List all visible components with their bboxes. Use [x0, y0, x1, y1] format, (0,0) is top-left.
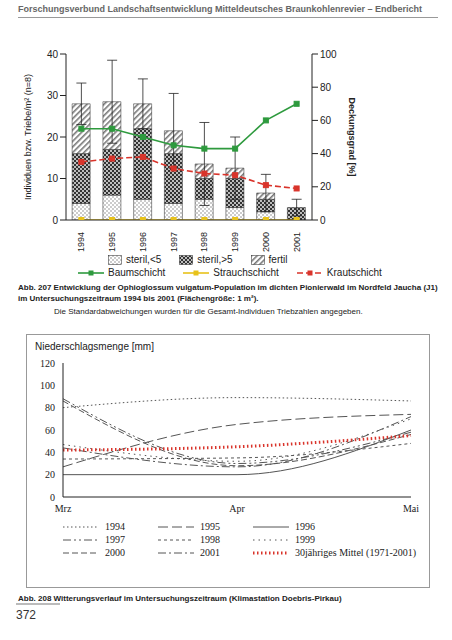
svg-text:100: 100	[320, 49, 337, 60]
svg-text:10: 10	[47, 173, 59, 184]
html-text:1999: 1999	[295, 534, 315, 545]
svg-text:Mai: Mai	[403, 503, 419, 514]
svg-text:120: 120	[40, 358, 55, 369]
svg-text:20: 20	[45, 469, 55, 480]
html-text:1995: 1995	[200, 521, 220, 532]
html-text:Forschungsverbund Landschaftse: Forschungsverbund Landschaftsentwicklung…	[18, 4, 423, 14]
svg-text:40: 40	[320, 148, 332, 159]
svg-text:2001: 2001	[292, 232, 302, 252]
svg-text:2000: 2000	[261, 232, 271, 252]
html-text:30jähriges Mittel (1971-2001): 30jähriges Mittel (1971-2001)	[295, 547, 417, 558]
html-text:1997: 1997	[105, 534, 125, 545]
svg-text:Apr: Apr	[229, 503, 245, 514]
html-text:Die Standardabweichungen wurde: Die Standardabweichungen wurden für die …	[54, 307, 363, 316]
svg-text:80: 80	[45, 402, 55, 413]
html-text:2001: 2001	[200, 547, 220, 558]
svg-text:0: 0	[50, 492, 55, 503]
svg-text:30: 30	[47, 90, 59, 101]
svg-text:60: 60	[45, 425, 55, 436]
svg-text:1995: 1995	[107, 232, 117, 252]
svg-text:80: 80	[320, 82, 332, 93]
svg-text:60: 60	[320, 115, 332, 126]
svg-text:1994: 1994	[76, 232, 86, 252]
html-text:Baumschicht: Baumschicht	[108, 267, 166, 278]
svg-text:1999: 1999	[230, 232, 240, 252]
html-text:Abb. 207 Entwicklung der Ophio: Abb. 207 Entwicklung der Ophioglossum vu…	[18, 283, 438, 303]
html-text:2000: 2000	[105, 547, 125, 558]
svg-text:40: 40	[47, 49, 59, 60]
svg-text:0: 0	[52, 215, 58, 226]
html-text:1998: 1998	[200, 534, 220, 545]
svg-text:Deckungsgrad [%]: Deckungsgrad [%]	[347, 97, 357, 176]
html-text:Krautschicht: Krautschicht	[326, 267, 382, 278]
html-text:1994: 1994	[105, 521, 125, 532]
html-text:Abb. 208 Witterungsverlauf im: Abb. 208 Witterungsverlauf im Untersuchu…	[18, 594, 342, 603]
svg-text:40: 40	[45, 447, 55, 458]
html-text:372: 372	[16, 608, 36, 622]
svg-text:1997: 1997	[169, 232, 179, 252]
svg-text:20: 20	[47, 132, 59, 143]
html-text:1996: 1996	[295, 521, 315, 532]
html-text:steril,>5: steril,>5	[197, 254, 233, 265]
html-text:Niederschlagsmenge [mm]: Niederschlagsmenge [mm]	[35, 341, 154, 352]
svg-text:Mrz: Mrz	[55, 503, 72, 514]
svg-text:20: 20	[320, 181, 332, 192]
html-text:fertil: fertil	[268, 254, 288, 265]
svg-text:1996: 1996	[138, 232, 148, 252]
svg-text:1998: 1998	[199, 232, 209, 252]
svg-text:Individuen bzw. Triebe/m² (n=8: Individuen bzw. Triebe/m² (n=8)	[23, 74, 33, 200]
svg-text:100: 100	[40, 380, 55, 391]
svg-text:0: 0	[320, 215, 326, 226]
html-text:Strauchschicht: Strauchschicht	[213, 267, 279, 278]
html-text:steril,<5: steril,<5	[126, 254, 162, 265]
